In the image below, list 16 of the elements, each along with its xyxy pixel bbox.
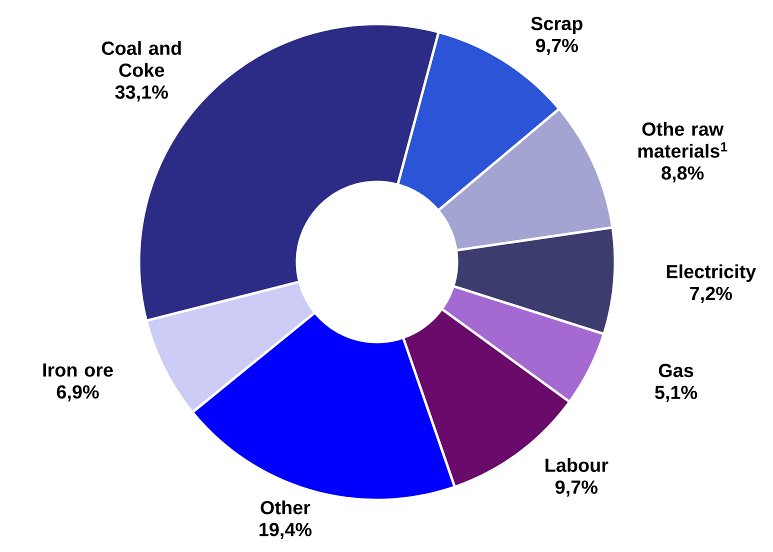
slice-label: Electricity: [666, 264, 756, 282]
data-label: 8,8%: [662, 166, 704, 182]
data-label: 6,9%: [56, 385, 99, 402]
slice-label: Scrap: [531, 16, 582, 34]
slice-label: Othe raw materials$^{1}$: [638, 122, 728, 158]
data-label: 9,7%: [556, 480, 598, 497]
data-label: 7,2%: [690, 286, 732, 303]
slice-label: Coal and Coke: [102, 41, 181, 77]
slice-label: Gas: [658, 364, 694, 378]
slice-label: Iron ore: [43, 364, 113, 377]
data-label: 19,4%: [260, 522, 312, 540]
slice-label: Labour: [546, 458, 608, 472]
data-label: 9,7%: [536, 38, 578, 55]
data-label: 5,1%: [655, 386, 698, 402]
slice-label: Other: [260, 500, 310, 514]
data-label: 33,1%: [115, 85, 168, 102]
